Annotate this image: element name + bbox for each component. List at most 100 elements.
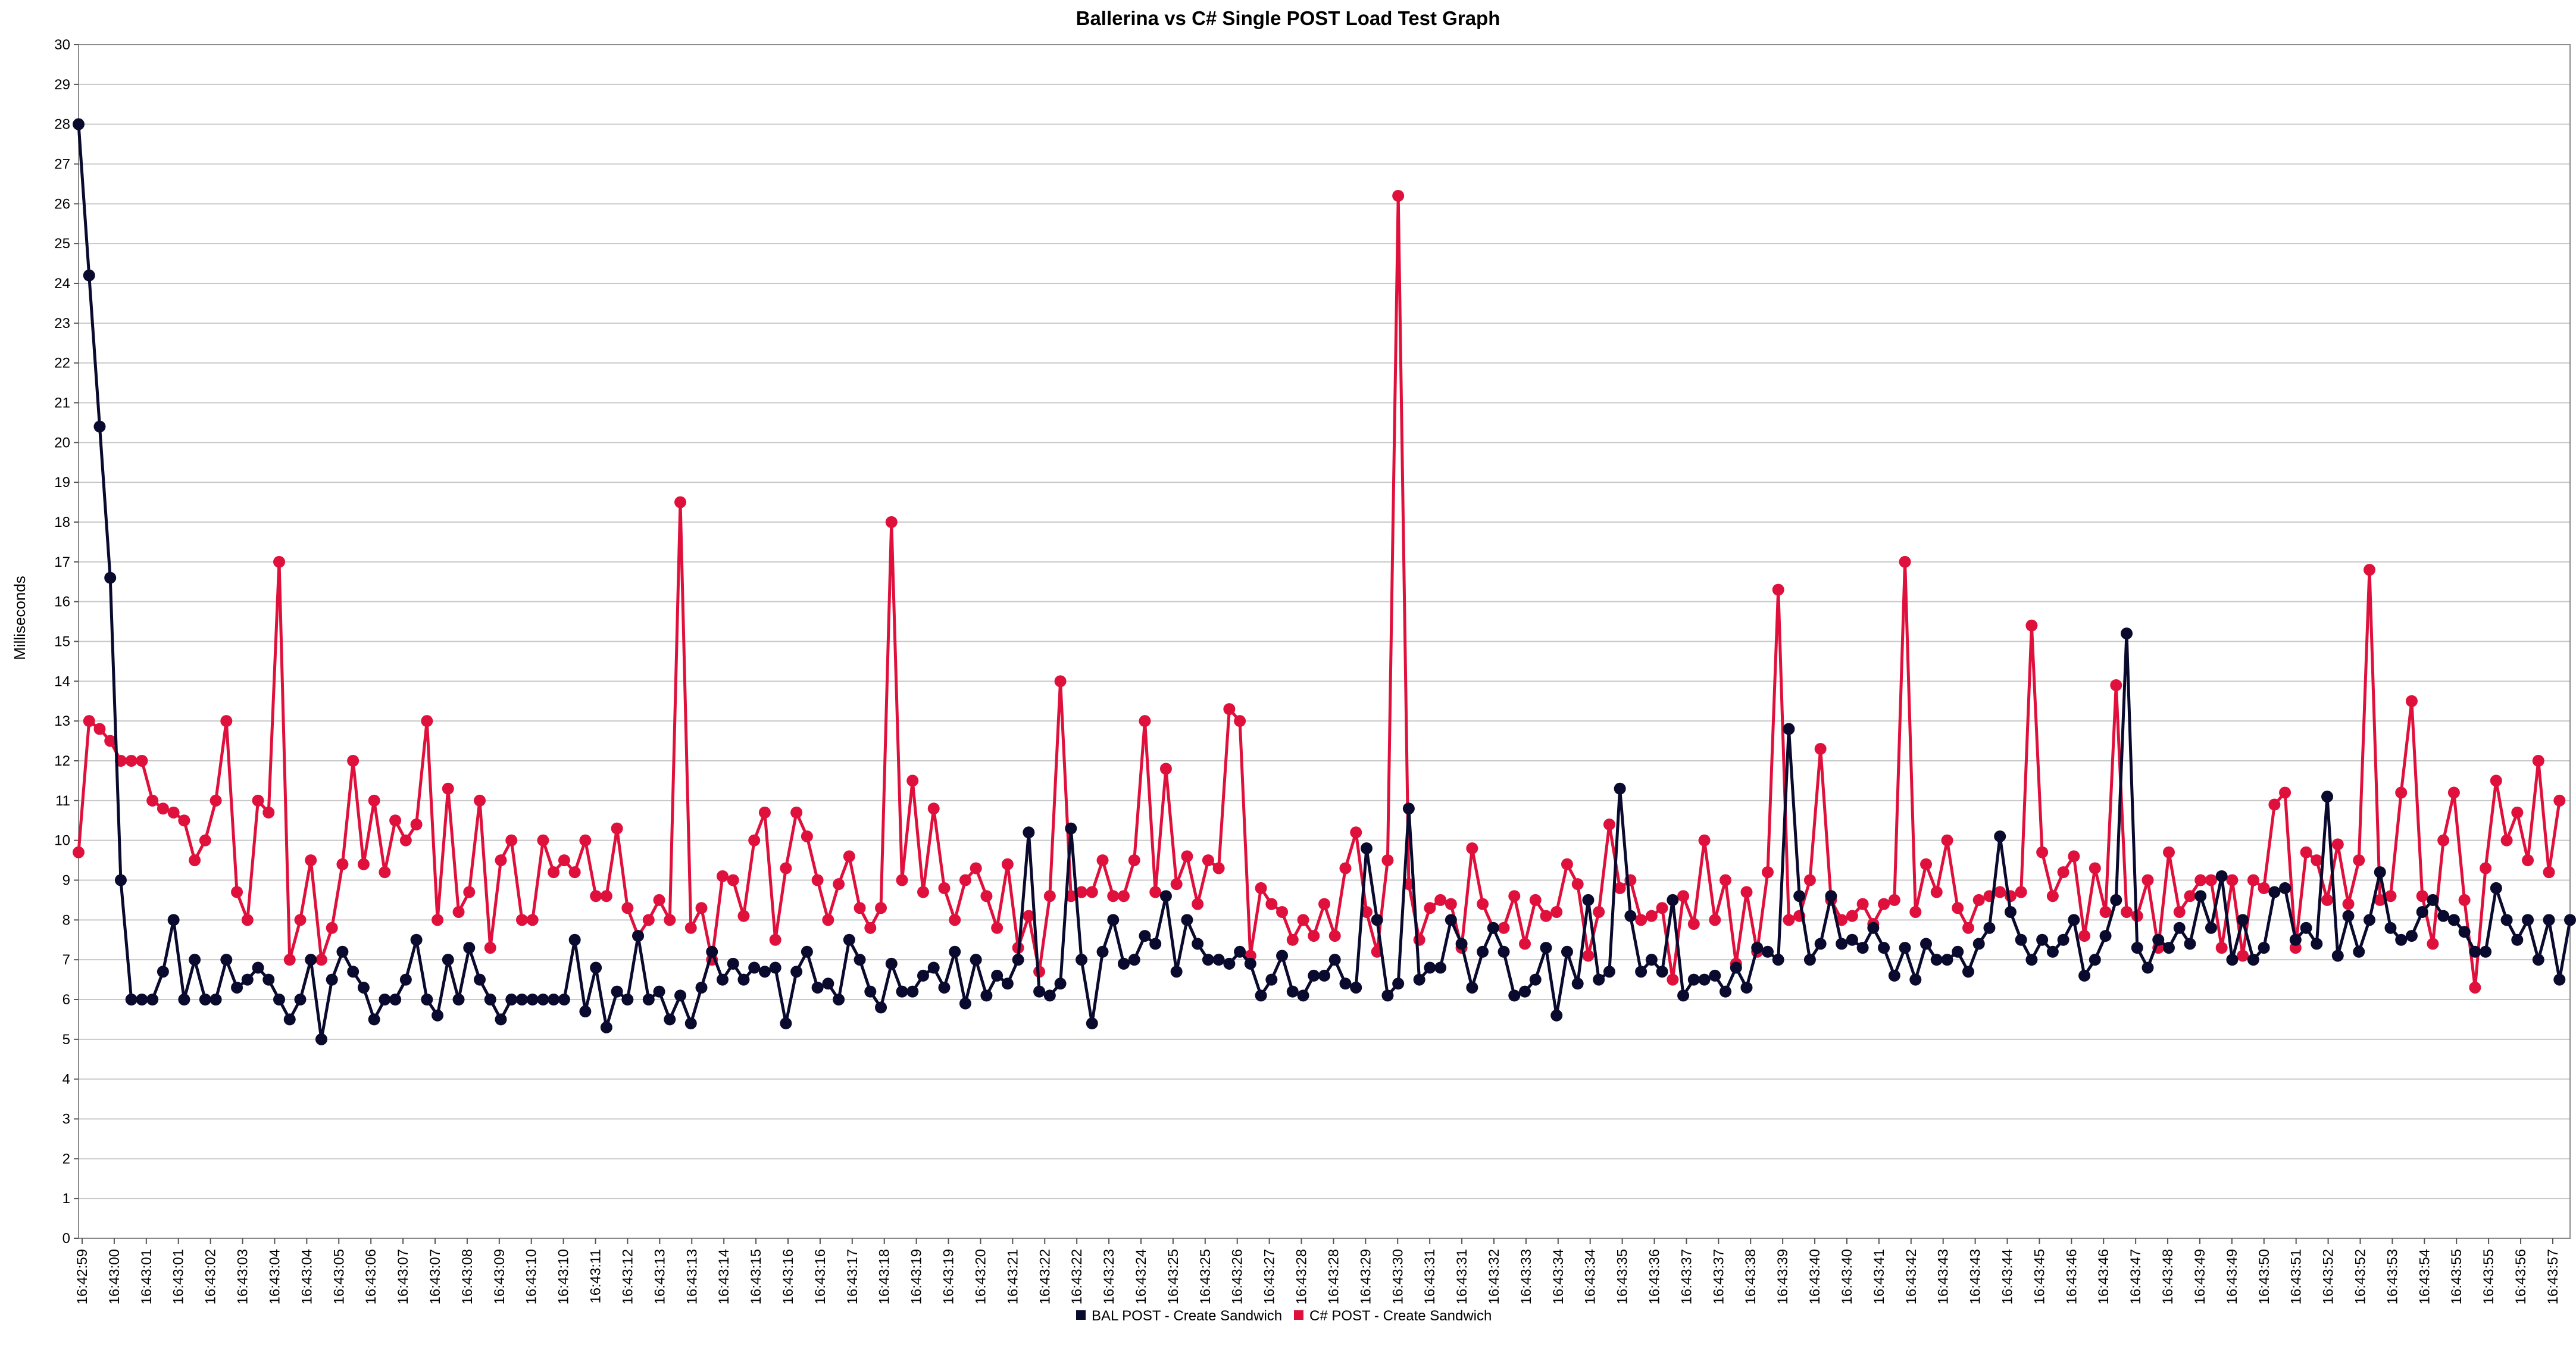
- data-point: [1466, 842, 1478, 855]
- data-point: [537, 994, 549, 1005]
- data-point: [2490, 775, 2502, 787]
- data-point: [1645, 954, 1658, 966]
- y-tick-label: 19: [54, 474, 70, 491]
- data-point: [1477, 898, 1489, 910]
- data-point: [1645, 910, 1658, 922]
- data-point: [1677, 890, 1690, 902]
- data-point: [2089, 862, 2101, 875]
- data-point: [1107, 890, 1120, 902]
- data-point: [790, 806, 803, 819]
- data-point: [2447, 914, 2460, 926]
- data-point: [1888, 894, 1900, 906]
- x-tick-label: 16:43:37: [1678, 1249, 1695, 1304]
- data-point: [1656, 966, 1668, 978]
- y-tick-label: 5: [62, 1032, 70, 1048]
- data-point: [93, 723, 106, 735]
- data-point: [1519, 938, 1531, 950]
- x-tick-label: 16:43:10: [524, 1249, 540, 1304]
- legend-label: BAL POST - Create Sandwich: [1092, 1308, 1282, 1324]
- x-tick-label: 16:43:22: [1069, 1249, 1085, 1304]
- x-tick-label: 16:43:29: [1358, 1249, 1374, 1304]
- data-point: [146, 794, 159, 807]
- data-point: [220, 715, 233, 727]
- data-point: [1297, 989, 1309, 1002]
- data-point: [537, 834, 549, 847]
- data-point: [167, 806, 180, 819]
- data-point: [1424, 902, 1436, 914]
- data-point: [515, 994, 528, 1005]
- data-point: [2384, 922, 2397, 934]
- data-point: [1740, 981, 1753, 994]
- data-point: [1159, 763, 1172, 775]
- data-point: [2374, 894, 2386, 906]
- data-point: [305, 854, 317, 867]
- data-point: [368, 1013, 380, 1026]
- data-point: [1899, 942, 1911, 954]
- data-point: [1952, 902, 1964, 914]
- data-point: [1983, 922, 1996, 934]
- data-point: [1128, 854, 1140, 867]
- data-point: [2258, 942, 2270, 954]
- data-point: [2025, 619, 2038, 632]
- data-point: [2458, 926, 2471, 938]
- data-point: [1308, 969, 1320, 982]
- data-point: [1212, 954, 1225, 966]
- data-point: [515, 914, 528, 926]
- y-tick-label: 11: [55, 793, 70, 809]
- y-tick-label: 18: [54, 514, 70, 530]
- data-point: [2500, 834, 2513, 847]
- data-point: [664, 914, 676, 926]
- data-point: [548, 994, 560, 1005]
- data-point: [1054, 675, 1067, 688]
- data-point: [389, 814, 402, 827]
- data-point: [885, 516, 898, 528]
- data-point: [2511, 806, 2524, 819]
- data-point: [1561, 945, 1573, 958]
- data-point: [1793, 890, 1806, 902]
- x-tick-label: 16:43:16: [780, 1249, 796, 1304]
- y-tick-label: 0: [62, 1231, 70, 1247]
- data-point: [2353, 854, 2365, 867]
- data-point: [1181, 914, 1193, 926]
- data-point: [2215, 870, 2228, 882]
- data-point: [410, 933, 423, 946]
- data-point: [1424, 961, 1436, 974]
- data-point: [294, 994, 307, 1005]
- x-tick-label: 16:43:57: [2545, 1249, 2561, 1304]
- data-point: [2258, 882, 2270, 894]
- data-point: [399, 834, 412, 847]
- data-point: [2300, 922, 2312, 934]
- data-point: [241, 914, 254, 926]
- data-point: [684, 1017, 697, 1030]
- data-point: [2458, 894, 2471, 906]
- x-tick-label: 16:43:47: [2128, 1249, 2144, 1304]
- data-point: [632, 930, 645, 942]
- data-point: [1920, 938, 1933, 950]
- data-point: [2099, 930, 2112, 942]
- data-point: [2342, 898, 2355, 910]
- x-tick-label: 16:43:46: [2096, 1249, 2112, 1304]
- data-point: [1339, 978, 1352, 990]
- x-tick-label: 16:43:32: [1486, 1249, 1502, 1304]
- data-point: [674, 989, 687, 1002]
- data-point: [2237, 950, 2249, 962]
- data-point: [1350, 981, 1362, 994]
- data-point: [1730, 961, 1742, 974]
- data-point: [2331, 838, 2344, 851]
- data-point: [1856, 898, 1869, 910]
- y-tick-label: 1: [62, 1191, 70, 1207]
- data-point: [1899, 555, 1911, 568]
- data-point: [1687, 918, 1700, 930]
- data-point: [938, 882, 951, 894]
- data-point: [484, 942, 496, 954]
- data-point: [579, 1005, 592, 1018]
- legend: BAL POST - Create Sandwich C# POST - Crea…: [1076, 1308, 1492, 1324]
- data-point: [2078, 930, 2091, 942]
- data-point: [1117, 957, 1130, 970]
- data-point: [706, 945, 718, 958]
- data-point: [1065, 822, 1077, 835]
- data-point: [568, 933, 581, 946]
- y-axis-label: Milliseconds: [11, 576, 29, 660]
- data-point: [1255, 989, 1267, 1002]
- data-point: [1836, 938, 1848, 950]
